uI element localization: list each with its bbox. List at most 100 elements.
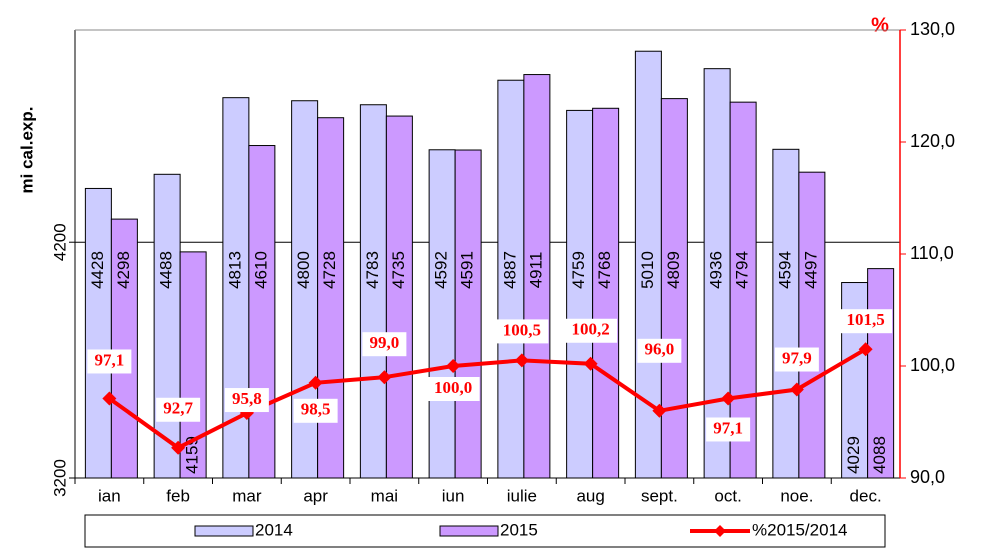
x-tick-label: iulie <box>507 486 537 505</box>
label-box <box>637 338 682 363</box>
bar-value-label: 4497 <box>801 251 820 289</box>
y2-tick-label: 110,0 <box>910 243 954 263</box>
x-tick-label: sept. <box>641 486 678 505</box>
bar <box>772 148 800 479</box>
bar-value-label: 4488 <box>157 251 176 289</box>
line-value-label: 97,9 <box>782 348 812 367</box>
x-tick-label: mai <box>371 486 398 505</box>
line-marker <box>652 403 667 418</box>
y2-tick-label: 120,0 <box>910 131 955 151</box>
label-box <box>156 397 201 422</box>
x-tick-label: iun <box>442 486 465 505</box>
bar-value-label: 4887 <box>500 251 519 289</box>
x-tick-label: ian <box>98 486 121 505</box>
bar-value-label: 4298 <box>114 251 133 289</box>
line-value-label: 97,1 <box>95 350 125 369</box>
bar-value-label: 4809 <box>664 251 683 289</box>
line-marker <box>377 370 392 385</box>
legend-marker <box>714 525 726 537</box>
bar <box>385 115 413 479</box>
x-tick-label: dec. <box>850 486 882 505</box>
line <box>108 347 867 451</box>
bar-value-label: 4936 <box>707 251 726 289</box>
label-box <box>293 398 338 423</box>
x-tick-label: noe. <box>780 486 813 505</box>
y-tick-label: 3200 <box>50 459 69 497</box>
bar <box>248 145 276 479</box>
bar <box>660 98 688 479</box>
line-marker <box>308 375 323 390</box>
bar-value-label: 4794 <box>733 251 752 289</box>
line-value-label: 100,0 <box>434 378 472 397</box>
bar <box>867 268 895 479</box>
bar <box>566 109 594 479</box>
line-value-label: 100,2 <box>572 320 610 339</box>
line-value-label: 95,8 <box>232 389 262 408</box>
bar-value-label: 4428 <box>88 251 107 289</box>
legend-swatch <box>439 525 499 537</box>
y-axis-label: mi cal.exp. <box>17 107 36 194</box>
bar <box>703 68 731 479</box>
bar <box>798 171 826 479</box>
line-marker <box>858 342 873 357</box>
bar <box>592 107 620 479</box>
bar <box>428 149 456 479</box>
bar-value-label: 4029 <box>844 436 863 474</box>
legend-label: 2015 <box>500 520 538 539</box>
line-value-label: 92,7 <box>163 399 193 418</box>
bar-value-label: 4610 <box>251 251 270 289</box>
y2-axis-label: % <box>871 14 889 36</box>
line-marker <box>514 353 529 368</box>
y2-tick-label: 130,0 <box>910 19 955 39</box>
bar-value-label: 4591 <box>458 251 477 289</box>
legend-label: %2015/2014 <box>752 520 847 539</box>
bar <box>454 149 482 479</box>
bar-value-label: 4088 <box>870 436 889 474</box>
label-box <box>426 377 480 401</box>
bar <box>523 74 551 479</box>
label-box <box>362 332 407 357</box>
bar <box>729 101 757 479</box>
line-marker <box>789 382 804 397</box>
bar <box>84 187 112 479</box>
bar <box>317 117 345 479</box>
bar-value-label: 4592 <box>432 251 451 289</box>
label-box <box>495 319 549 344</box>
line-value-label: 101,5 <box>847 310 885 329</box>
line-marker <box>583 356 598 371</box>
label-box <box>87 349 132 374</box>
line-value-label: 96,0 <box>645 340 675 359</box>
line-marker <box>171 440 186 455</box>
y-tick-label: 4200 <box>50 223 69 261</box>
x-tick-label: aug <box>576 486 604 505</box>
line-marker <box>721 391 736 406</box>
bar-value-label: 4813 <box>225 251 244 289</box>
bar-value-label: 4159 <box>183 436 202 474</box>
x-tick-label: feb <box>166 486 190 505</box>
bar-value-label: 4759 <box>569 251 588 289</box>
line-value-label: 97,1 <box>713 418 743 437</box>
label-box <box>839 309 893 334</box>
line-marker <box>446 359 461 373</box>
bar-value-label: 4911 <box>526 252 545 289</box>
line-marker <box>102 391 117 406</box>
legend-label: 2014 <box>255 520 293 539</box>
bar-value-label: 4783 <box>363 251 382 289</box>
label-box <box>774 347 819 372</box>
x-tick-label: mar <box>232 486 262 505</box>
x-tick-label: apr <box>303 486 328 505</box>
legend-swatch <box>194 525 254 537</box>
x-tick-label: oct. <box>714 486 741 505</box>
bar-value-label: 4768 <box>595 251 614 289</box>
bar-value-label: 5010 <box>638 251 657 289</box>
label-box <box>564 318 618 343</box>
bar-value-label: 4800 <box>294 251 313 289</box>
bar-value-label: 4594 <box>775 251 794 289</box>
bar <box>110 218 138 479</box>
bar <box>359 104 387 479</box>
bar-value-label: 4728 <box>320 251 339 289</box>
label-box <box>706 417 751 442</box>
line-value-label: 100,5 <box>503 320 541 339</box>
line-value-label: 98,5 <box>301 400 331 419</box>
